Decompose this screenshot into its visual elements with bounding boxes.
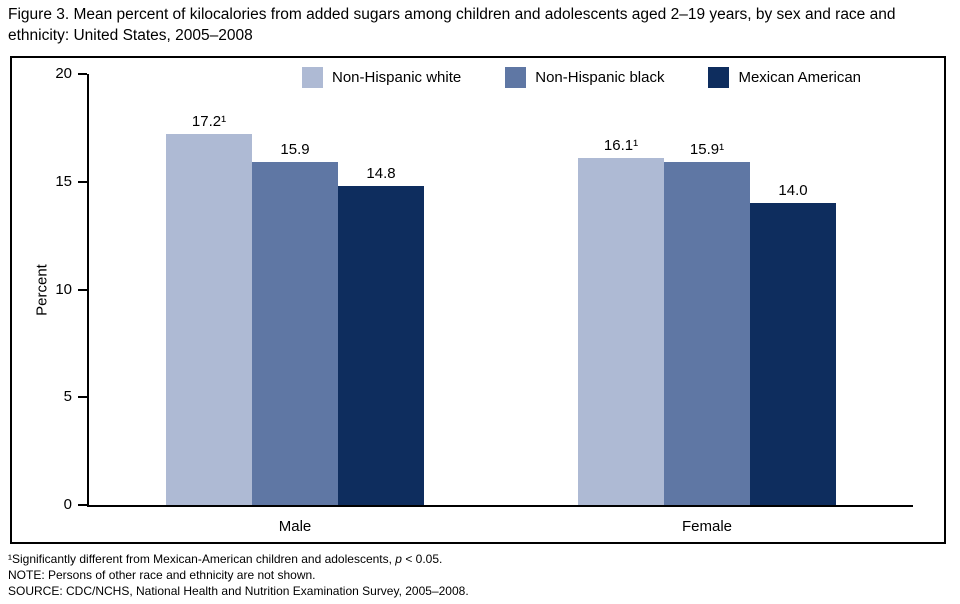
y-tick-mark	[78, 396, 87, 399]
legend-label: Non-Hispanic white	[332, 69, 462, 86]
footnote-text: < 0.05.	[401, 552, 443, 566]
bar-value-label: 16.1¹	[603, 137, 639, 155]
bar-value-label: 14.8	[366, 165, 396, 183]
bar-value-label: 14.0	[778, 182, 808, 200]
y-tick-mark	[78, 73, 87, 75]
footnote-line-2: NOTE: Persons of other race and ethnicit…	[8, 567, 952, 583]
legend-label: Mexican American	[738, 69, 862, 86]
bar-male-non-hispanic-black: 15.9	[252, 141, 338, 505]
legend-item-non-hispanic-black: Non-Hispanic black	[505, 67, 664, 88]
bar-male-non-hispanic-white: 17.2¹	[166, 113, 252, 505]
footnote-italic-text: p	[395, 552, 402, 566]
y-tick-label: 0	[63, 496, 72, 513]
footnote-text: NOTE: Persons of other race and ethnicit…	[8, 568, 316, 583]
bar-female-non-hispanic-black: 15.9¹	[664, 141, 750, 505]
bar-group-male: 17.2¹ 15.9 14.8 Male	[89, 74, 501, 535]
legend-item-mexican-american: Mexican American	[708, 67, 861, 88]
footnote-text: ¹Significantly different from Mexican-Am…	[8, 552, 396, 566]
category-label-male: Male	[278, 518, 312, 535]
y-tick-label: 20	[55, 65, 72, 82]
legend-swatch-icon	[708, 67, 730, 88]
footnote-line-1: ¹Significantly different from Mexican-Am…	[8, 551, 952, 567]
chart-legend: Non-Hispanic white Non-Hispanic black Mexi…	[302, 67, 861, 88]
bar-male-mexican-american: 14.8	[338, 165, 424, 505]
y-tick-mark	[78, 504, 87, 506]
footnote-line-3: SOURCE: CDC/NCHS, National Health and Nu…	[8, 583, 952, 599]
bar-group-female: 16.1¹ 15.9¹ 14.0 Female	[501, 74, 913, 535]
chart-frame: Non-Hispanic white Non-Hispanic black Mexi…	[10, 56, 946, 544]
bar-female-non-hispanic-white: 16.1¹	[578, 137, 664, 505]
bar-value-label: 17.2¹	[191, 113, 227, 131]
y-tick-label: 15	[55, 172, 72, 190]
plot-area: 17.2¹ 15.9 14.8 Male 16.1¹ 15.9¹ 14.0 Female	[87, 74, 913, 535]
legend-item-non-hispanic-white: Non-Hispanic white	[302, 67, 461, 88]
footnotes: ¹Significantly different from Mexican-Am…	[8, 551, 952, 600]
y-tick-label: 5	[63, 388, 72, 406]
y-tick-label: 10	[55, 280, 72, 298]
figure-title: Figure 3. Mean percent of kilocalories f…	[8, 6, 896, 44]
legend-swatch-icon	[302, 67, 323, 88]
bar-value-label: 15.9¹	[689, 141, 725, 159]
bar-female-mexican-american: 14.0	[750, 182, 836, 505]
legend-label: Non-Hispanic black	[535, 69, 665, 86]
y-tick-mark	[78, 288, 87, 291]
footnote-text: SOURCE: CDC/NCHS, National Health and Nu…	[8, 584, 469, 599]
y-tick-mark	[78, 180, 87, 183]
bar-value-label: 15.9	[280, 141, 310, 159]
legend-swatch-icon	[505, 67, 527, 88]
category-label-female: Female	[681, 518, 733, 535]
